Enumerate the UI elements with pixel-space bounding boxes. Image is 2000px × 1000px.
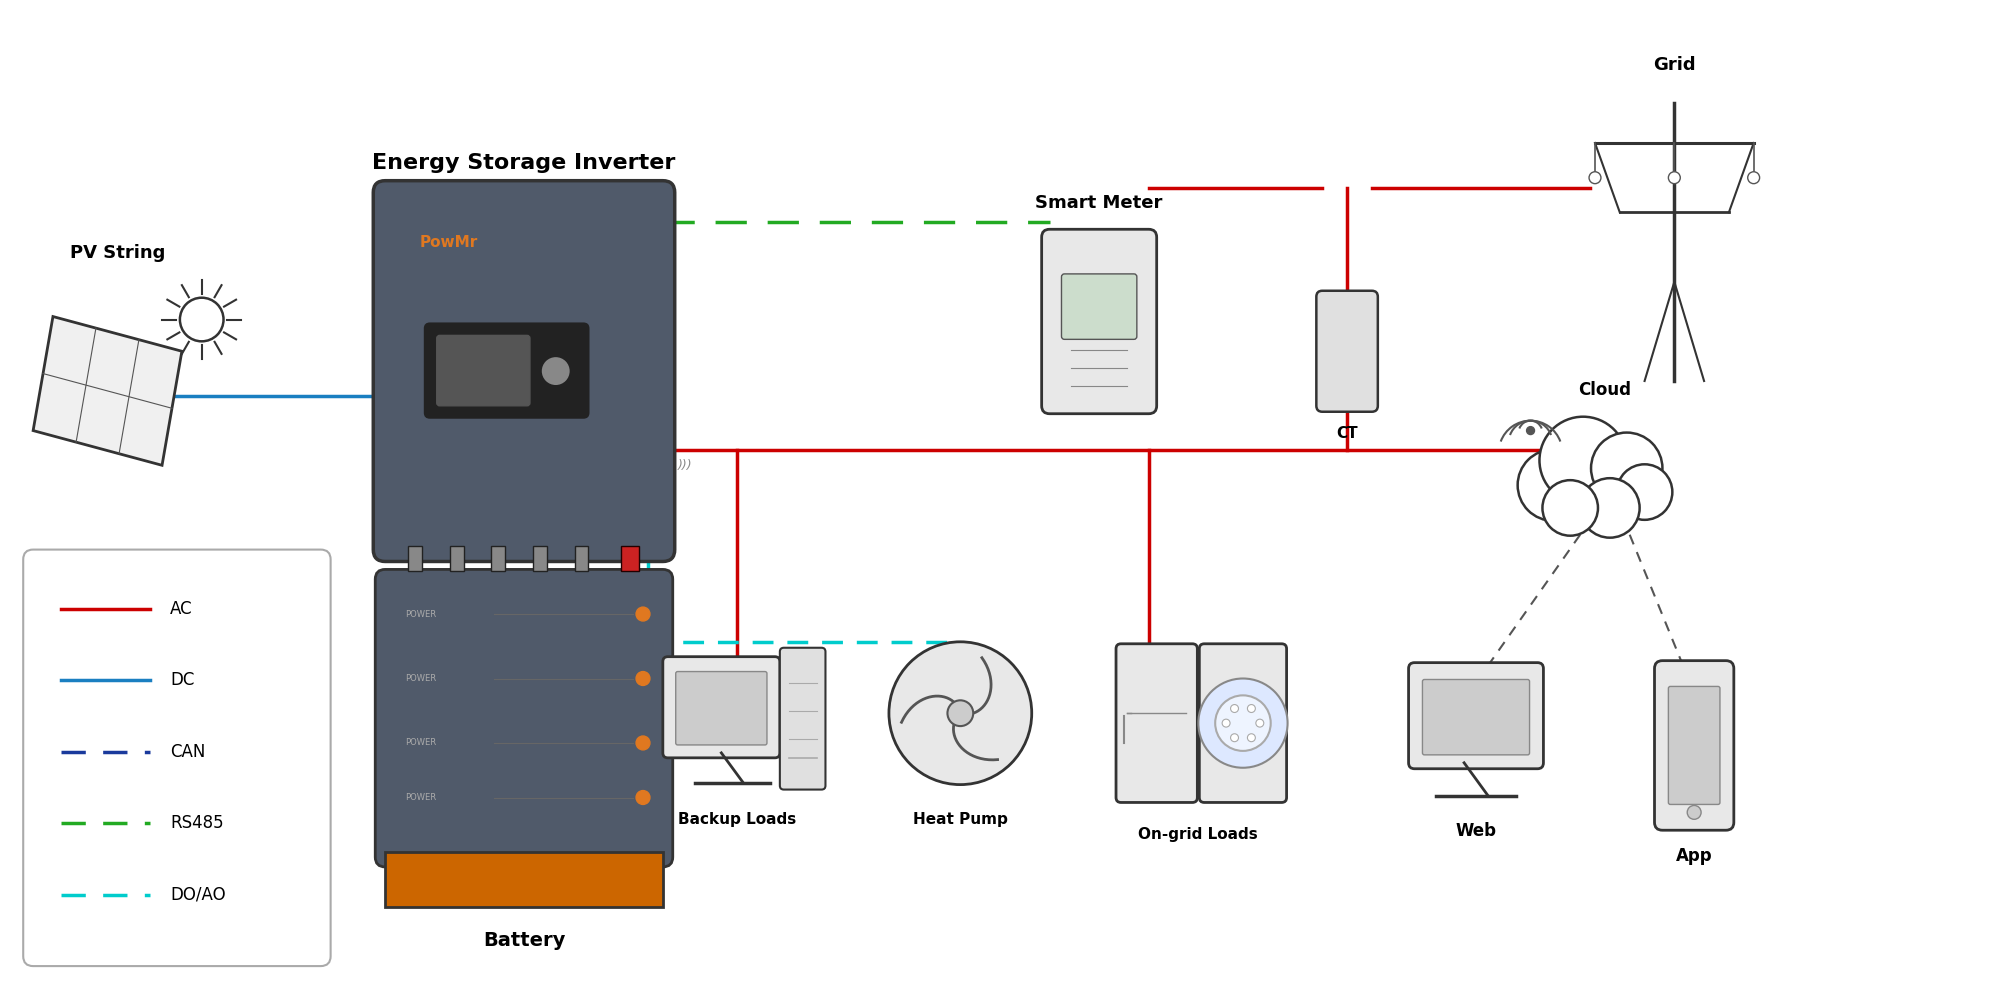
Text: POWER: POWER	[406, 793, 436, 802]
Text: DC: DC	[170, 671, 194, 689]
FancyBboxPatch shape	[492, 546, 506, 571]
Circle shape	[1518, 449, 1590, 521]
Circle shape	[1256, 719, 1264, 727]
Text: Battery: Battery	[482, 931, 566, 950]
FancyBboxPatch shape	[24, 550, 330, 966]
Circle shape	[888, 642, 1032, 785]
Text: On-grid Loads: On-grid Loads	[1138, 827, 1258, 842]
Text: PowMr: PowMr	[420, 235, 478, 250]
FancyBboxPatch shape	[1668, 686, 1720, 804]
FancyBboxPatch shape	[1116, 644, 1198, 802]
Text: POWER: POWER	[406, 738, 436, 747]
Circle shape	[636, 672, 650, 685]
FancyBboxPatch shape	[436, 335, 530, 406]
FancyBboxPatch shape	[1316, 291, 1378, 412]
FancyBboxPatch shape	[1654, 661, 1734, 830]
FancyBboxPatch shape	[424, 323, 588, 418]
Text: Smart Meter: Smart Meter	[1036, 194, 1162, 212]
Circle shape	[1590, 172, 1600, 184]
FancyBboxPatch shape	[1062, 274, 1136, 339]
FancyBboxPatch shape	[574, 546, 588, 571]
FancyBboxPatch shape	[622, 546, 640, 571]
Circle shape	[1198, 678, 1288, 768]
Circle shape	[180, 298, 224, 341]
Text: POWER: POWER	[406, 610, 436, 619]
Text: DO/AO: DO/AO	[170, 886, 226, 904]
Circle shape	[1248, 734, 1256, 742]
Text: Web: Web	[1456, 822, 1496, 840]
Text: Heat Pump: Heat Pump	[912, 812, 1008, 827]
FancyBboxPatch shape	[1042, 229, 1156, 414]
Circle shape	[1748, 172, 1760, 184]
FancyBboxPatch shape	[450, 546, 464, 571]
FancyBboxPatch shape	[408, 546, 422, 571]
Text: POWER: POWER	[406, 674, 436, 683]
Circle shape	[1688, 805, 1702, 819]
FancyBboxPatch shape	[780, 648, 826, 790]
Circle shape	[636, 736, 650, 750]
Circle shape	[1230, 734, 1238, 742]
FancyBboxPatch shape	[1422, 679, 1530, 755]
Text: AC: AC	[170, 600, 192, 618]
Text: Cloud: Cloud	[1578, 381, 1632, 399]
Text: Backup Loads: Backup Loads	[678, 812, 796, 827]
FancyBboxPatch shape	[1200, 644, 1286, 802]
FancyBboxPatch shape	[1408, 663, 1544, 769]
FancyBboxPatch shape	[532, 546, 546, 571]
Text: PV String: PV String	[70, 244, 166, 262]
Text: App: App	[1676, 847, 1712, 865]
Circle shape	[1526, 427, 1534, 435]
Polygon shape	[34, 317, 182, 465]
Text: CT: CT	[1336, 426, 1358, 441]
Circle shape	[636, 791, 650, 804]
Circle shape	[1540, 417, 1626, 504]
Circle shape	[542, 358, 568, 384]
Circle shape	[1222, 719, 1230, 727]
Circle shape	[948, 700, 974, 726]
Circle shape	[636, 607, 650, 621]
Text: RS485: RS485	[170, 814, 224, 832]
Circle shape	[1248, 705, 1256, 712]
FancyBboxPatch shape	[374, 181, 674, 561]
Circle shape	[1668, 172, 1680, 184]
Circle shape	[1230, 705, 1238, 712]
Text: CAN: CAN	[170, 743, 206, 761]
Circle shape	[1616, 464, 1672, 520]
Text: ))): )))	[678, 459, 700, 472]
Text: Grid: Grid	[1654, 56, 1696, 74]
Circle shape	[1216, 695, 1270, 751]
Circle shape	[1580, 478, 1640, 538]
FancyBboxPatch shape	[662, 657, 780, 758]
Text: Energy Storage Inverter: Energy Storage Inverter	[372, 153, 676, 173]
FancyBboxPatch shape	[386, 852, 662, 907]
Circle shape	[1542, 480, 1598, 536]
FancyBboxPatch shape	[376, 569, 672, 867]
FancyBboxPatch shape	[676, 672, 766, 745]
Circle shape	[1592, 433, 1662, 504]
